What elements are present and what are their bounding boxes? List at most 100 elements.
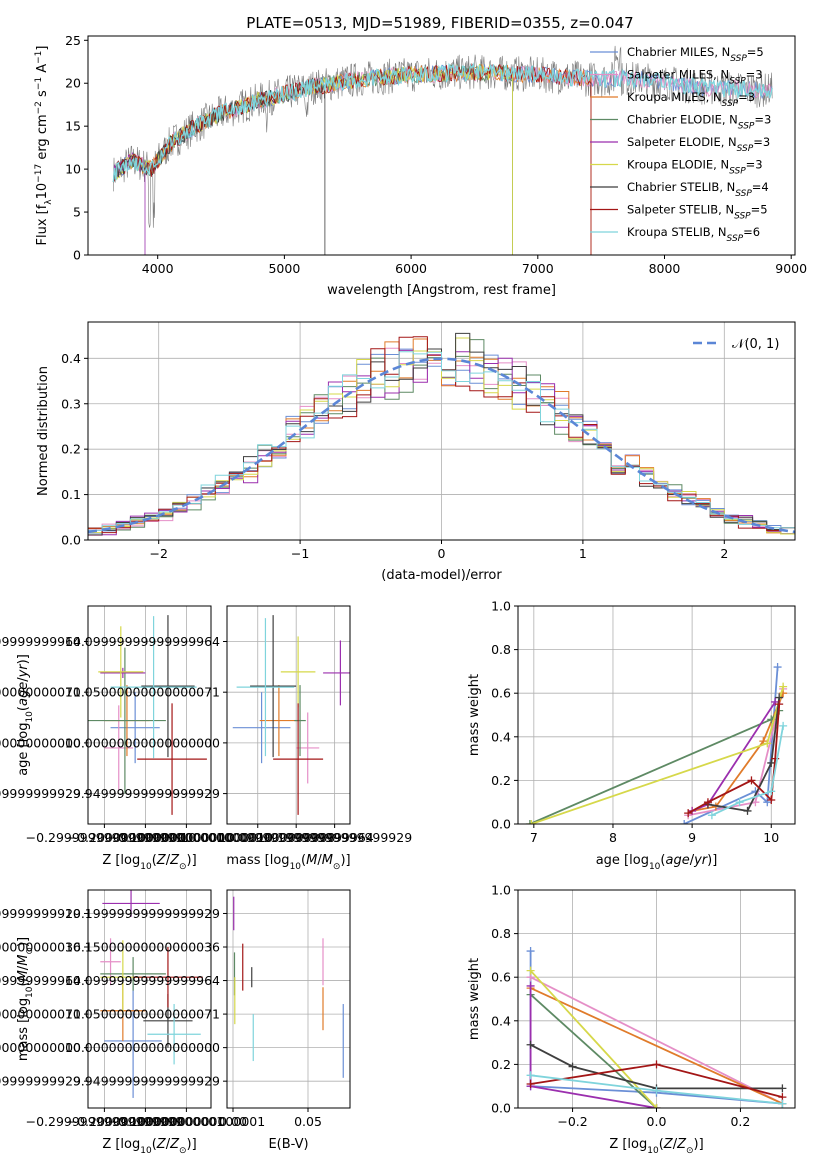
label-part: )] [340,853,350,868]
series-marker-kroupa_stelib [767,787,776,796]
series-marker-kroupa_elodie [763,739,772,748]
x-tick-label: 5000 [268,261,300,276]
y-tick-label: 0.2 [491,773,511,788]
y-tick-label: 10 [65,162,81,177]
label-part: SSP [737,144,754,154]
label-part: ⊙ [686,1146,694,1156]
plot-area [232,615,350,815]
label-part: =5 [751,203,768,217]
label-part: 10 [649,862,661,872]
panel-mass_weight_vs_Z: −0.2 0.0 0.20.00.20.40.60.81.0Z [log10(Z/Z… [467,883,796,1156]
y-tick-label: 10.09999999999999964 [65,973,220,988]
mass_vs_Z-y-label: mass [log10(M/M⊙)] [16,937,35,1061]
normal-curve [88,357,795,534]
x-tick-label: −0.10000000000000001 [108,1114,266,1129]
panel-spectrum: 4000 5000 6000 7000 8000 9000 0 5 10 15 20 25 Chabri… [34,33,807,298]
label-part: =6 [743,225,760,239]
y-tick-label: 10.00000000000000000 [0,735,81,750]
x-tick-label: −0.20000000000000001 [67,1114,225,1129]
label-part: Chabrier STELIB, N [627,180,735,194]
y-tick-label: 0.4 [61,351,81,366]
x-tick-label: 7000 [522,261,554,276]
axes-frame [517,605,796,825]
legend-label-kroupa_stelib: Kroupa STELIB, NSSP=6 [627,225,760,244]
label-part: ( [16,706,31,711]
label-part: Z [156,1137,167,1152]
y-tick-label: 1.0 [491,599,511,614]
y-tick-label: 0.2 [61,442,81,457]
series-marker-chabrier_stelib [778,1084,787,1093]
x-tick-label: 10.09999999999999964 [219,830,374,845]
x-tick-label: −0.20000000000000001 [67,830,225,845]
plot-area [525,663,788,824]
axes-frame [87,35,796,256]
y-tick-label: 0.4 [491,729,511,744]
label-part: ( [301,853,306,868]
x-tick-label: 9000 [775,261,807,276]
label-part: 10 [25,711,35,723]
label-part: ( [659,1137,664,1152]
label-part: λ [44,199,54,205]
label-part: M [16,970,31,981]
label-part: )] [16,937,31,947]
panels-group: 4000 5000 6000 7000 8000 90000510152025Chabri… [0,33,807,1156]
series-marker-kroupa_stelib [526,1071,535,1080]
hist-step-kroupa_stelib [88,351,795,538]
label-part: yr [693,853,709,868]
y-tick-label: 25 [65,33,81,48]
label-part: / [16,677,31,682]
label-part: erg cm [35,114,50,163]
series-marker-kroupa_stelib [735,798,744,807]
mass_weight_vs_age-y-label: mass weight [467,674,482,756]
label-part: −1 [34,51,44,64]
y-tick-label: 9.94999999999999929 [0,786,81,801]
label-part: A [35,64,50,77]
label-part: 10 [140,862,152,872]
label-part: mass [log [16,998,31,1061]
x-tick-label: 10.00000000000000000 [180,830,335,845]
x-tick-label: −0.10000000000000001 [108,830,266,845]
plot-area [233,896,344,1078]
label-part: −2 [34,101,44,114]
y-tick-label: 1.0 [491,883,511,898]
axes-frame [87,605,212,825]
series-line-kroupa_miles [530,987,783,1105]
y-tick-label: 0.4 [491,1013,511,1028]
x-tick-label: −1 [291,546,309,561]
label-part: Salpeter ELODIE, N [627,135,737,149]
series-line-chabrier_stelib [530,1044,783,1090]
panel-mass_vs_ebv: 0.00 0.05 9.94999999999999929 10.0000000000… [65,889,351,1152]
series-marker-salpeter_stelib [747,776,756,785]
y-tick-label: 5 [73,205,81,220]
y-tick-label: 10.05000000000000071 [0,685,81,700]
age_vs_Z-y-label: age [log10(age/yr)] [16,654,35,776]
y-tick-label: 0.6 [491,686,511,701]
label-part: Flux [f [35,204,50,245]
y-tick-label: 0.8 [491,926,511,941]
legend-label-salpeter_miles: Salpeter MILES, NSSP=3 [627,68,763,87]
legend-label-kroupa_elodie: Kroupa ELODIE, NSSP=3 [627,158,763,177]
label-part: age [log [596,853,649,868]
x-tick-label: −2 [149,546,167,561]
label-part: M [306,853,317,868]
series-line-kroupa_elodie [529,970,658,1108]
series-marker-kroupa_elodie [526,966,535,975]
figure-title: PLATE=0513, MJD=51989, FIBERID=0355, z=0… [246,14,633,32]
label-part: SSP [729,77,746,87]
series-marker-kroupa_stelib [778,1099,787,1108]
label-part: =5 [747,45,764,59]
series-marker-salpeter_stelib [684,809,693,818]
legend-label-chabrier_elodie: Chabrier ELODIE, NSSP=3 [627,113,771,132]
x-tick-label: −0.29999999999999999 [26,830,184,845]
y-tick-label: 10.00000000000000000 [0,1040,81,1055]
label-part: −1 [34,77,44,90]
panel-age_vs_mass: 10.0000000000000000010.09999999999999964… [65,605,412,872]
label-part: SSP [730,54,747,64]
x-tick-label: 8 [609,830,617,845]
mass_vs_ebv-x-label: E(B-V) [268,1137,308,1152]
label-part: 10 [647,1146,659,1156]
y-tick-label: 10.15000000000000036 [0,940,81,955]
label-part: ( [660,853,665,868]
label-part: )] [694,1137,704,1152]
